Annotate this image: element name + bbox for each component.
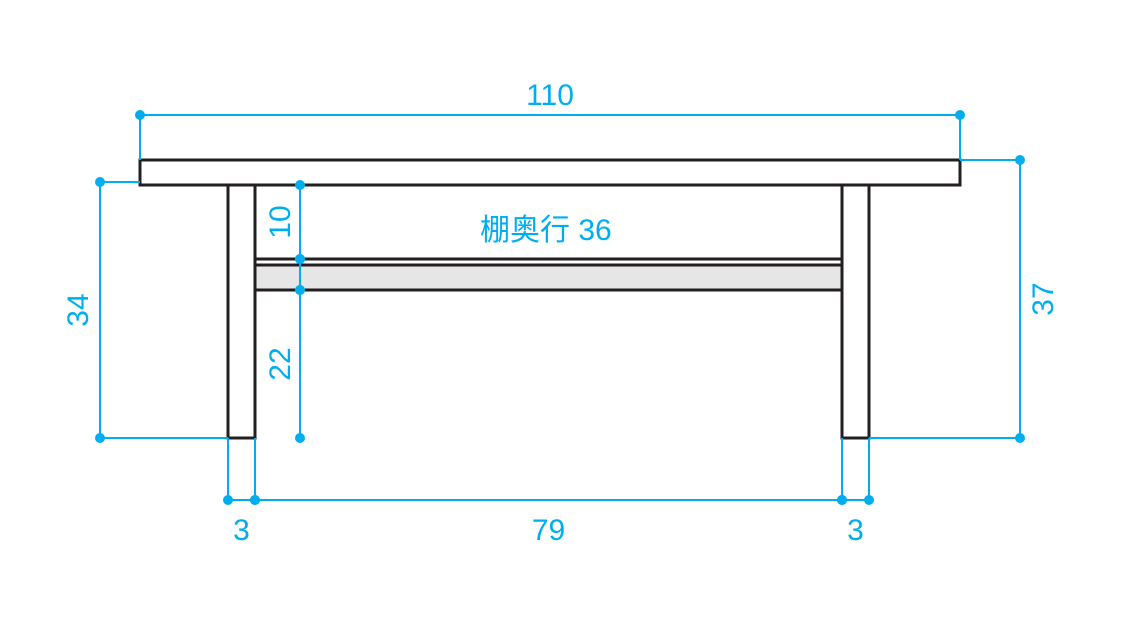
dimension-cap xyxy=(864,495,874,505)
dim-inner-span: 79 xyxy=(532,514,565,547)
dimension-cap xyxy=(295,180,305,190)
dimension-cap xyxy=(837,495,847,505)
dim-shelf-to-floor: 22 xyxy=(264,347,297,380)
shelf xyxy=(255,265,842,290)
dimension-cap xyxy=(295,433,305,443)
tabletop xyxy=(140,160,960,185)
shelf-depth-note: 棚奥行 36 xyxy=(480,214,612,247)
leg-left xyxy=(228,185,255,438)
dimension-cap xyxy=(295,285,305,295)
dim-leg-right: 3 xyxy=(847,514,864,547)
dimension-cap xyxy=(223,495,233,505)
dim-gap-10: 10 xyxy=(264,205,297,238)
dim-height-left: 34 xyxy=(62,293,95,326)
dim-width-top: 110 xyxy=(526,79,574,112)
dimension-cap xyxy=(250,495,260,505)
leg-right xyxy=(842,185,869,438)
dimensioned-table-diagram: 110 34 37 10 22 棚奥行 36 3 79 3 xyxy=(0,0,1125,630)
dim-height-right: 37 xyxy=(1027,282,1060,315)
dim-leg-left: 3 xyxy=(233,514,250,547)
